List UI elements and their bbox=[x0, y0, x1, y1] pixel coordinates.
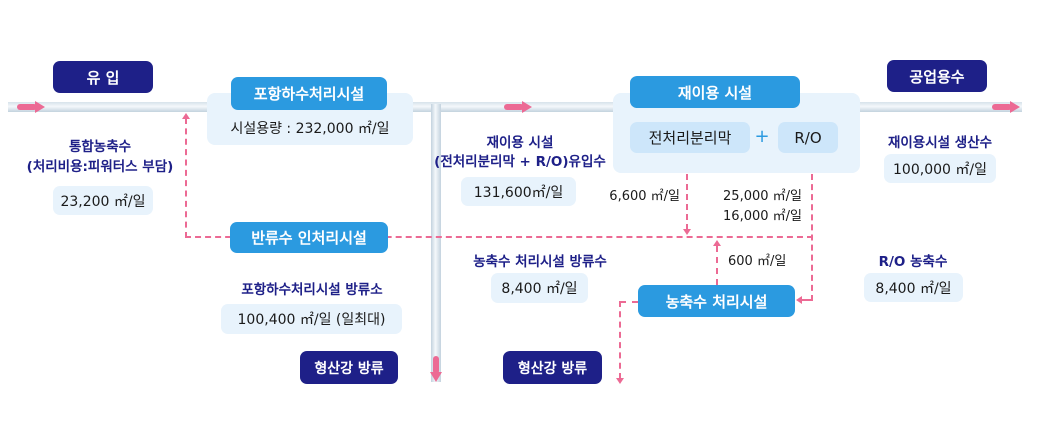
flow-right-value-1: 25,000 ㎡/일 bbox=[723, 189, 802, 204]
sewage-discharge-label: 포항하수처리시설 방류소 bbox=[241, 282, 383, 298]
reuse-inflow-value: 131,600㎡/일 bbox=[461, 177, 576, 206]
reuse-plant-title: 재이용 시설 bbox=[630, 76, 800, 108]
return-plant-title: 반류수 인처리시설 bbox=[230, 222, 388, 253]
reuse-inflow-label-sub: (전처리분리막 + R/O)유입수 bbox=[434, 154, 606, 170]
concentrate-return-flow: 600 ㎡/일 bbox=[728, 254, 787, 269]
return-line bbox=[185, 118, 187, 238]
concentrate-discharge-label: 농축수 처리시설 방류수 bbox=[473, 254, 607, 270]
industrial-water-title: 공업용수 bbox=[887, 60, 987, 92]
flow-arrow-icon bbox=[504, 101, 534, 113]
sewage-plant-capacity: 시설용량 : 232,000 ㎡/일 bbox=[230, 121, 390, 137]
industrial-water-value: 100,000 ㎡/일 bbox=[884, 154, 996, 183]
sewage-plant-title: 포항하수처리시설 bbox=[231, 77, 387, 110]
industrial-water-label: 재이용시설 생산수 bbox=[887, 135, 993, 151]
sewage-discharge-value: 100,400 ㎡/일 (일최대) bbox=[221, 304, 402, 334]
inflow-label-sub: (처리비용:피워터스 부담) bbox=[26, 159, 174, 175]
flow-line bbox=[686, 174, 688, 230]
flow-line bbox=[620, 301, 638, 303]
inflow-value: 23,200 ㎡/일 bbox=[53, 186, 153, 215]
plus-icon: + bbox=[754, 126, 770, 147]
discharge-pipe bbox=[431, 104, 441, 382]
arrow-left-icon bbox=[796, 296, 802, 304]
ro-unit: R/O bbox=[778, 122, 838, 153]
flow-arrow-icon bbox=[992, 101, 1022, 113]
inflow-title: 유 입 bbox=[53, 61, 153, 93]
flow-line bbox=[619, 301, 621, 379]
flow-left-value: 6,600 ㎡/일 bbox=[609, 189, 680, 204]
arrow-up-icon bbox=[713, 240, 721, 246]
ro-concentrate-label: R/O 농축수 bbox=[878, 254, 948, 270]
concentrate-discharge-value: 8,400 ㎡/일 bbox=[491, 273, 588, 303]
ro-concentrate-value: 8,400 ㎡/일 bbox=[864, 273, 963, 302]
arrow-down-icon bbox=[616, 378, 624, 384]
reuse-inflow-label: 재이용 시설 bbox=[486, 135, 554, 151]
concentrate-plant-title: 농축수 처리시설 bbox=[638, 285, 795, 317]
return-line bbox=[185, 236, 813, 238]
sewage-discharge-destination: 형산강 방류 bbox=[300, 351, 398, 384]
flow-line bbox=[801, 299, 813, 301]
pretreatment-membrane: 전처리분리막 bbox=[630, 122, 750, 153]
flow-right-value-2: 16,000 ㎡/일 bbox=[723, 209, 802, 224]
inflow-label: 통합농축수 bbox=[68, 139, 132, 155]
flow-arrow-icon bbox=[17, 101, 47, 113]
arrow-down-icon bbox=[683, 229, 691, 235]
flow-down-arrow-icon bbox=[430, 356, 442, 384]
concentrate-discharge-destination: 형산강 방류 bbox=[503, 351, 602, 384]
flow-line bbox=[716, 246, 718, 285]
flow-line bbox=[811, 174, 813, 301]
arrow-up-icon bbox=[182, 113, 190, 119]
